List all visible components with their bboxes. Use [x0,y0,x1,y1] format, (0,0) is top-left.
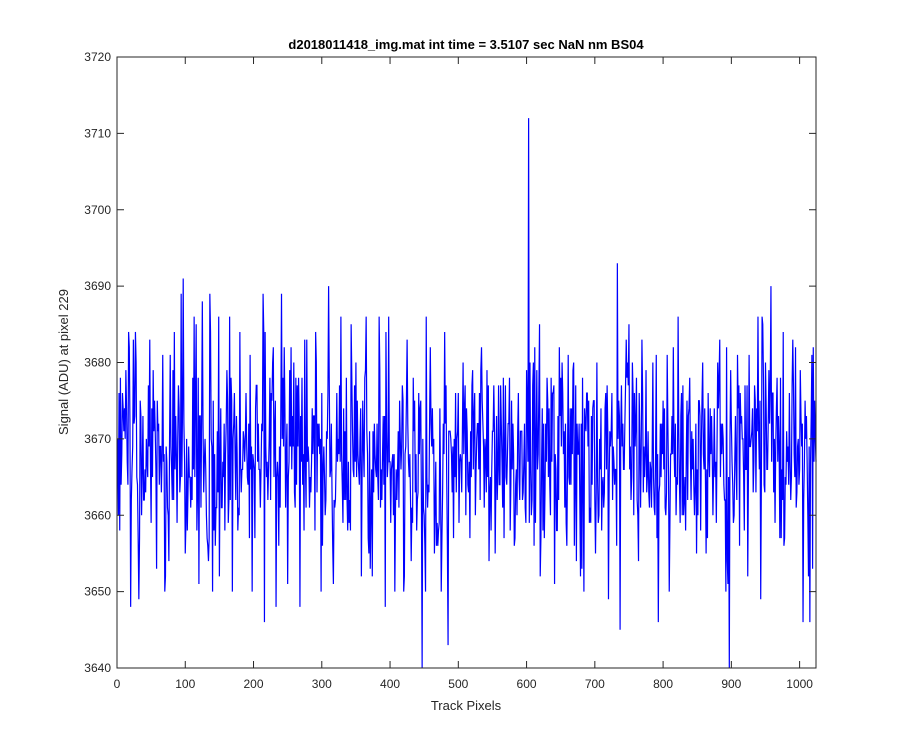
x-tick-label: 400 [380,677,400,691]
x-tick-label: 800 [653,677,673,691]
x-tick-label: 200 [244,677,264,691]
x-axis-ticks: 0 100 200 300 400 500 600 700 800 900 1000 [114,57,813,691]
series-line [117,118,817,669]
y-axis-label: Signal (ADU) at pixel 229 [56,289,71,435]
chart-title: d2018011418_img.mat int time = 3.5107 se… [288,37,644,52]
y-axis-ticks: 3640 3650 3660 3670 3680 3690 3700 3710 3720 [84,50,816,675]
x-tick-label: 300 [312,677,332,691]
plot-area-background [117,57,816,668]
y-tick-label: 3720 [84,50,111,64]
y-tick-label: 3680 [84,356,111,370]
x-tick-label: 0 [114,677,121,691]
x-tick-label: 600 [517,677,537,691]
y-tick-label: 3700 [84,203,111,217]
x-tick-label: 900 [721,677,741,691]
y-tick-label: 3650 [84,585,111,599]
y-tick-label: 3640 [84,661,111,675]
x-tick-label: 700 [585,677,605,691]
x-tick-label: 1000 [786,677,813,691]
y-tick-label: 3660 [84,508,111,522]
y-tick-label: 3710 [84,126,111,140]
y-tick-label: 3690 [84,279,111,293]
y-tick-label: 3670 [84,432,111,446]
x-tick-label: 100 [175,677,195,691]
x-tick-label: 500 [448,677,468,691]
series-layer [117,118,817,669]
x-axis-label: Track Pixels [431,698,502,713]
